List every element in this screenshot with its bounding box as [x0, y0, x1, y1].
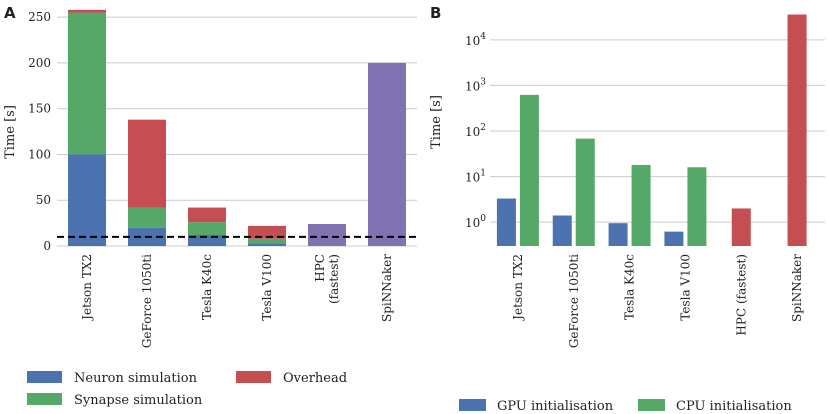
legend-label-cpu-initialisation: CPU initialisation	[676, 399, 792, 414]
bar-geforce-1050ti-gpu-initialisation	[552, 215, 572, 246]
panel-a: A 0 50 100 150 200 250 Jetson TX2 GeForce 1050…	[3, 4, 417, 408]
panel-a-y-tick-label: 250	[28, 10, 51, 24]
bar-tesla-v100-cpu-initialisation	[687, 167, 707, 246]
panel-b-x-tick-jetson-tx2: Jetson TX2	[511, 254, 525, 322]
bar-jetson-tx2-synapse-simulation	[68, 12, 106, 155]
legend-label-gpu-initialisation: GPU initialisation	[497, 399, 614, 414]
panel-a-x-tick-label: Jetson TX2	[80, 254, 94, 322]
panel-b-x-tick-label: HPC (fastest)	[734, 254, 748, 336]
panel-b-grid	[490, 39, 825, 223]
panel-a-x-tick-label: Tesla V100	[260, 254, 274, 321]
panel-a-x-tick-tesla-v100: Tesla V100	[260, 254, 274, 321]
bar-tesla-v100-overhead	[248, 225, 286, 239]
bar-geforce-1050ti-synapse-simulation	[128, 207, 166, 228]
panel-a-y-tick-label: 200	[28, 56, 51, 70]
bar-geforce-1050ti-overhead	[128, 119, 166, 208]
bar-tesla-k40c-gpu-initialisation	[608, 223, 628, 246]
panel-b-x-tick-label: GeForce 1050ti	[567, 254, 581, 348]
panel-b-x-tick-label: SpiNNaker	[790, 254, 804, 322]
panel-b-x-tick-hpc-fastest: HPC (fastest)	[734, 254, 748, 336]
panel-b-legend: GPU initialisation CPU initialisation	[459, 399, 792, 414]
panel-a-legend: Neuron simulation Overhead Synapse simulat…	[27, 371, 347, 408]
bar-tesla-k40c-overhead	[188, 207, 226, 223]
panel-a-x-tick-geforce-1050ti: GeForce 1050ti	[140, 254, 154, 348]
panel-b-y-tick-label: 104	[465, 32, 486, 48]
panel-a-y-ticks: 0 50 100 150 200 250	[28, 10, 51, 253]
bar-spinnaker-total	[787, 14, 807, 247]
panel-a-x-tick-label: Tesla K40c	[200, 254, 214, 320]
panel-b-x-tick-spinnaker: SpiNNaker	[790, 254, 804, 322]
legend-swatch-overhead	[236, 371, 271, 383]
panel-a-x-ticks: Jetson TX2 GeForce 1050ti Tesla K40c Tesla …	[80, 254, 394, 348]
panel-b-y-tick-label: 102	[465, 123, 486, 139]
panel-b-y-tick-label: 100	[465, 214, 486, 230]
panel-b-x-tick-label: Jetson TX2	[511, 254, 525, 322]
bar-jetson-tx2-overhead	[68, 9, 106, 13]
bar-tesla-k40c-cpu-initialisation	[631, 164, 651, 246]
panel-b-label: B	[430, 4, 441, 22]
bar-jetson-tx2-neuron-simulation	[68, 154, 106, 246]
panel-b-bars	[496, 14, 807, 247]
panel-b-x-tick-tesla-k40c: Tesla K40c	[623, 254, 637, 320]
bar-tesla-k40c-neuron-simulation	[188, 235, 226, 246]
panel-a-x-tick-label: SpiNNaker	[380, 254, 394, 322]
panel-b: B 100 101 102 103 104 Jetson TX2 GeForce 1050…	[429, 4, 825, 414]
panel-a-grid	[57, 16, 417, 247]
bar-spinnaker-total	[368, 62, 406, 246]
panel-a-y-tick-label: 150	[28, 102, 51, 116]
bar-tesla-v100-gpu-initialisation	[664, 231, 684, 246]
bar-tesla-v100-synapse-simulation	[248, 238, 286, 244]
legend-swatch-synapse-simulation	[27, 393, 62, 405]
panel-a-x-tick-hpc-fastest: HPC (fastest)	[313, 254, 341, 304]
panel-a-x-tick-jetson-tx2: Jetson TX2	[80, 254, 94, 322]
panel-b-x-tick-tesla-v100: Tesla V100	[678, 254, 692, 321]
legend-label-synapse-simulation: Synapse simulation	[74, 393, 203, 408]
panel-a-y-tick-label: 50	[36, 193, 51, 207]
bar-jetson-tx2-gpu-initialisation	[496, 198, 516, 246]
panel-b-x-tick-label: Tesla K40c	[623, 254, 637, 320]
panel-a-x-tick-tesla-k40c: Tesla K40c	[200, 254, 214, 320]
panel-a-y-tick-label: 100	[28, 147, 51, 161]
bar-tesla-k40c-synapse-simulation	[188, 222, 226, 236]
legend-swatch-gpu-initialisation	[459, 399, 486, 411]
bar-tesla-v100-neuron-simulation	[248, 243, 286, 246]
panel-a-y-tick-label: 0	[43, 239, 51, 253]
panel-b-x-ticks: Jetson TX2 GeForce 1050ti Tesla K40c Tesla …	[511, 254, 804, 348]
panel-a-x-tick-label: HPC	[313, 254, 327, 282]
panel-a-x-tick-label: GeForce 1050ti	[140, 254, 154, 348]
legend-label-neuron-simulation: Neuron simulation	[74, 371, 198, 386]
bar-hpc-fastest-total	[731, 208, 751, 246]
panel-a-label: A	[4, 4, 16, 22]
panel-b-x-tick-geforce-1050ti: GeForce 1050ti	[567, 254, 581, 348]
panel-a-x-tick-label: (fastest)	[327, 254, 341, 304]
panel-b-y-tick-label: 101	[465, 169, 486, 185]
panel-a-y-axis-label: Time [s]	[3, 105, 18, 159]
bar-geforce-1050ti-cpu-initialisation	[575, 138, 595, 246]
legend-label-overhead: Overhead	[283, 371, 347, 386]
panel-b-y-tick-label: 103	[465, 77, 486, 93]
panel-b-y-axis-label: Time [s]	[429, 95, 444, 149]
panel-a-bars	[68, 9, 406, 246]
legend-swatch-cpu-initialisation	[638, 399, 665, 411]
bar-jetson-tx2-cpu-initialisation	[519, 94, 539, 246]
bar-hpc-fastest-total	[308, 224, 346, 246]
panel-b-x-tick-label: Tesla V100	[678, 254, 692, 321]
legend-swatch-neuron-simulation	[27, 371, 62, 383]
panel-b-y-ticks: 100 101 102 103 104	[465, 32, 486, 230]
panel-a-x-tick-spinnaker: SpiNNaker	[380, 254, 394, 322]
